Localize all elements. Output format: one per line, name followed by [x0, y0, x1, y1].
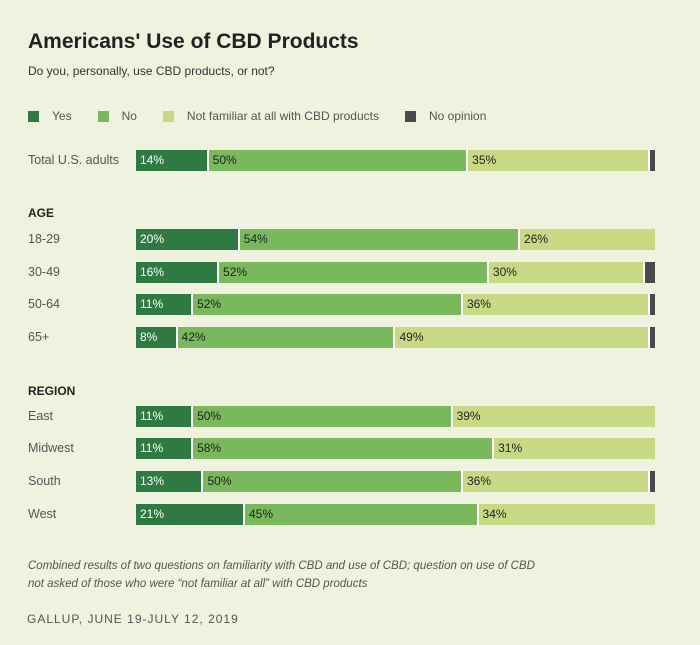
group-header: REGION	[28, 384, 76, 398]
bar-segment-nf: 39%	[452, 406, 655, 427]
group-header: AGE	[28, 206, 55, 220]
chart-subtitle: Do you, personally, use CBD products, or…	[28, 64, 275, 78]
bar-segment-nf: 31%	[494, 438, 655, 459]
row-label: 30-49	[28, 265, 60, 279]
stacked-bar: 20% 54% 26%	[136, 229, 655, 250]
bar-segment-no: 52%	[219, 262, 489, 283]
bar-segment-nf: 34%	[478, 504, 655, 525]
bar-segment-yes: 13%	[136, 471, 204, 492]
legend-item-no: No	[97, 109, 137, 123]
legend-item-nf: Not familiar at all with CBD products	[162, 109, 379, 123]
bar-segment-yes: 11%	[136, 438, 194, 459]
bar-segment-yes: 8%	[136, 327, 178, 348]
legend: Yes No Not familiar at all with CBD produc…	[28, 109, 512, 123]
bar-segment-nf: 36%	[462, 471, 650, 492]
legend-label: No opinion	[429, 109, 487, 123]
stacked-bar: 13% 50% 36%	[136, 471, 655, 492]
bar-segment-nf: 26%	[520, 229, 655, 250]
stacked-bar: 14% 50% 35%	[136, 150, 655, 171]
bar-segment-no: 50%	[193, 406, 453, 427]
chart-title: Americans' Use of CBD Products	[28, 30, 359, 53]
stacked-bar: 16% 52% 30%	[136, 262, 655, 283]
bar-segment-yes: 20%	[136, 229, 240, 250]
footnote: Combined results of two questions on fam…	[28, 560, 535, 590]
bar-segment-no: 52%	[193, 294, 463, 315]
bar-segment-no: 50%	[203, 471, 463, 492]
legend-label: No	[121, 109, 137, 123]
bar-segment-no: 54%	[239, 229, 521, 250]
row-label: West	[28, 507, 57, 521]
bar-segment-nf: 36%	[462, 294, 650, 315]
row-label: Total U.S. adults	[28, 153, 120, 167]
bar-segment-yes: 21%	[136, 504, 245, 525]
stacked-bar: 21% 45% 34%	[136, 504, 655, 525]
bar-segment-no: 45%	[244, 504, 479, 525]
bar-segment-nop	[649, 471, 655, 492]
legend-swatch	[405, 110, 416, 122]
legend-item-yes: Yes	[28, 109, 72, 123]
bar-segment-yes: 11%	[136, 406, 194, 427]
source: GALLUP, JUNE 19-JULY 12, 2019	[27, 612, 239, 626]
row-label: Midwest	[28, 441, 74, 455]
bar-segment-nop	[649, 150, 655, 171]
stacked-bar: 8% 42% 49%	[136, 327, 655, 348]
legend-label: Yes	[52, 109, 72, 123]
bar-segment-nf: 49%	[395, 327, 650, 348]
bar-segment-nop	[644, 262, 655, 283]
stacked-bar: 11% 50% 39%	[136, 406, 655, 427]
legend-swatch	[97, 110, 109, 122]
row-label: South	[28, 474, 61, 488]
bar-segment-nop	[649, 327, 655, 348]
row-label: 50-64	[28, 297, 60, 311]
row-label: 18-29	[28, 232, 60, 246]
bar-segment-no: 50%	[208, 150, 469, 171]
bar-segment-yes: 14%	[136, 150, 209, 171]
stacked-bar: 11% 52% 36%	[136, 294, 655, 315]
row-label: 65+	[28, 330, 50, 344]
legend-swatch	[162, 110, 174, 122]
stacked-bar: 11% 58% 31%	[136, 438, 655, 459]
bar-segment-nop	[649, 294, 655, 315]
bar-segment-yes: 11%	[136, 294, 194, 315]
bar-segment-nf: 30%	[488, 262, 645, 283]
legend-label: Not familiar at all with CBD products	[186, 109, 379, 123]
bar-segment-yes: 16%	[136, 262, 220, 283]
row-label: East	[28, 409, 54, 423]
legend-item-nop: No opinion	[405, 109, 486, 123]
bar-segment-nf: 35%	[468, 150, 650, 171]
legend-swatch	[28, 110, 39, 122]
bar-segment-no: 58%	[193, 438, 495, 459]
bar-segment-no: 42%	[177, 327, 396, 348]
